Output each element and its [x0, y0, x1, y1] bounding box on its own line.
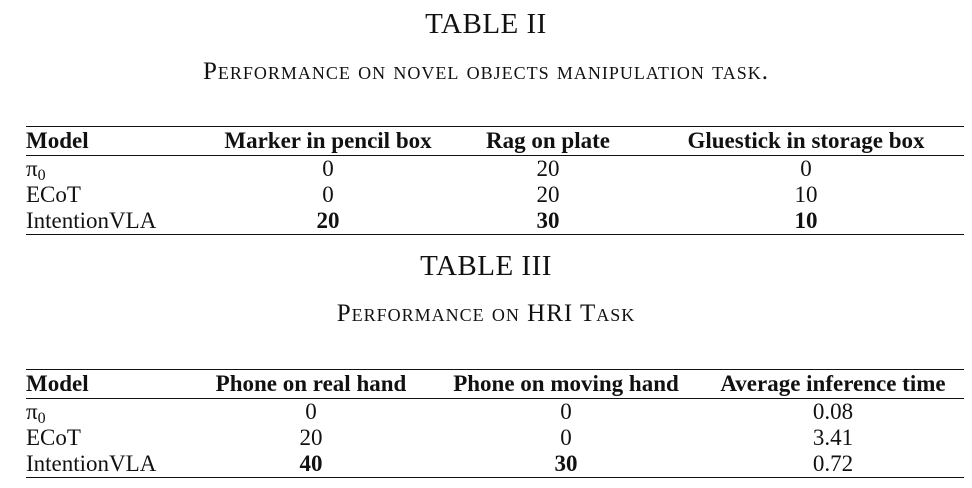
- value-cell: 40: [299, 451, 323, 476]
- model-name: IntentionVLA: [26, 451, 157, 476]
- table-3: Model Phone on real hand Phone on moving…: [26, 369, 964, 478]
- value-cell: 0: [305, 399, 317, 424]
- table-3-label: TABLE III: [420, 250, 552, 282]
- model-name-cell: ECoT: [26, 182, 208, 208]
- column-header: Phone on moving hand: [430, 369, 702, 399]
- table-2: Model Marker in pencil box Rag on plate …: [26, 126, 964, 235]
- table-3-body: π0 0 0 0.08 ECoT 20 0 3.41 IntentionVLA 40 30 0.72: [26, 399, 964, 478]
- model-name: π: [26, 156, 38, 181]
- table-2-caption: Performance on novel objects manipulatio…: [203, 58, 769, 85]
- value-cell: 30: [536, 208, 560, 233]
- value-cell: 10: [794, 182, 818, 207]
- value-cell: 20: [536, 156, 560, 181]
- table-2-label: TABLE II: [425, 8, 547, 40]
- model-subscript: 0: [37, 167, 46, 184]
- value-cell: 0: [800, 156, 812, 181]
- table-row: ECoT 0 20 10: [26, 182, 964, 208]
- column-header: Model: [26, 126, 208, 156]
- model-name: IntentionVLA: [26, 208, 157, 233]
- model-name-cell: IntentionVLA: [26, 451, 192, 478]
- table-2-header-row: Model Marker in pencil box Rag on plate …: [26, 126, 964, 156]
- model-name-cell: IntentionVLA: [26, 208, 208, 235]
- value-cell: 0.08: [812, 399, 854, 424]
- column-header: Rag on plate: [448, 126, 648, 156]
- model-name: ECoT: [26, 425, 81, 450]
- table-row: ECoT 20 0 3.41: [26, 425, 964, 451]
- value-cell: 10: [794, 208, 818, 233]
- value-cell: 30: [554, 451, 578, 476]
- table-row: π0 0 0 0.08: [26, 399, 964, 427]
- value-cell: 20: [299, 425, 323, 450]
- model-name-cell: π0: [26, 399, 192, 427]
- model-subscript: 0: [37, 410, 46, 427]
- value-cell: 0.72: [812, 451, 854, 476]
- table-row: IntentionVLA 20 30 10: [26, 208, 964, 235]
- table-3-header-row: Model Phone on real hand Phone on moving…: [26, 369, 964, 399]
- column-header: Phone on real hand: [192, 369, 430, 399]
- table-3-caption: Performance on HRI Task: [336, 300, 636, 327]
- column-header: Gluestick in storage box: [648, 126, 964, 156]
- model-name: π: [26, 399, 38, 424]
- value-cell: 0: [560, 399, 572, 424]
- column-header: Marker in pencil box: [208, 126, 448, 156]
- column-header: Average inference time: [702, 369, 964, 399]
- table-row: π0 0 20 0: [26, 156, 964, 184]
- column-header: Model: [26, 369, 192, 399]
- model-name-cell: ECoT: [26, 425, 192, 451]
- table-row: IntentionVLA 40 30 0.72: [26, 451, 964, 478]
- model-name-cell: π0: [26, 156, 208, 184]
- value-cell: 3.41: [812, 425, 854, 450]
- value-cell: 0: [322, 182, 334, 207]
- value-cell: 0: [560, 425, 572, 450]
- value-cell: 20: [316, 208, 340, 233]
- table-2-body: π0 0 20 0 ECoT 0 20 10 IntentionVLA 20 30 10: [26, 156, 964, 235]
- value-cell: 0: [322, 156, 334, 181]
- value-cell: 20: [536, 182, 560, 207]
- model-name: ECoT: [26, 182, 81, 207]
